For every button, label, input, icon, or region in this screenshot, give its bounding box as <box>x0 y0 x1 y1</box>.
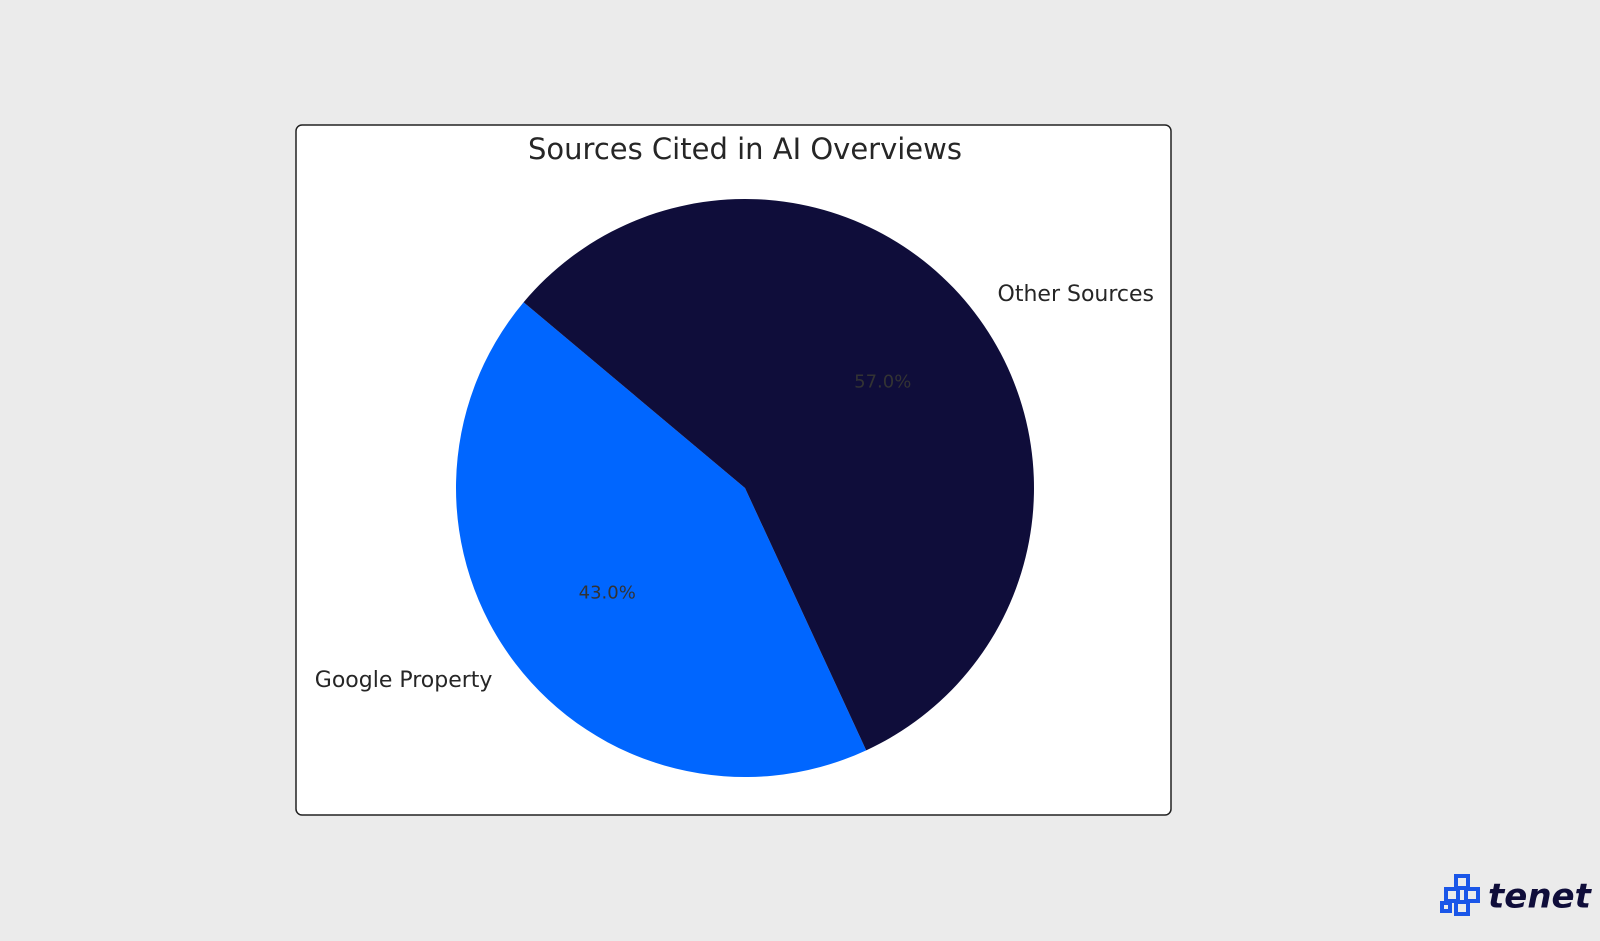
chart-title: Sources Cited in AI Overviews <box>528 132 962 166</box>
logo-icon <box>1440 874 1480 916</box>
pie-slice <box>523 199 1034 751</box>
logo: tenet <box>1440 874 1593 917</box>
logo-text: tenet <box>1488 877 1593 917</box>
pie-slice <box>455 302 867 778</box>
value-label: 43.0% <box>579 582 636 603</box>
value-label: 57.0% <box>854 372 911 393</box>
slice-label: Other Sources <box>998 282 1154 307</box>
slice-label: Google Property <box>315 668 493 693</box>
